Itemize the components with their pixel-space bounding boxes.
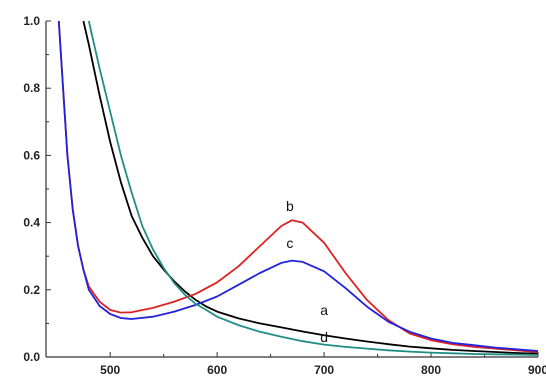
chart-annotations: b c ad [286, 198, 328, 345]
y-tick-label: 0.6 [23, 148, 40, 162]
y-tick-label: 0.0 [23, 350, 40, 364]
y-tick-label: 1.0 [23, 14, 40, 28]
curve-c [57, 20, 539, 352]
y-tick-label: 0.8 [23, 81, 40, 95]
curve-label-a: a [320, 302, 328, 318]
curve-label-b: b [286, 198, 294, 214]
y-tick-label: 0.2 [23, 283, 40, 297]
chart-axes: 0.0 0.2 0.4 0.6 0.8 1.0 500 600 700 800 900 [23, 14, 546, 377]
curve-label-d: d [320, 329, 328, 345]
curve-a [82, 20, 539, 355]
curve-label-c: c [286, 235, 293, 251]
x-tick-label: 800 [421, 363, 441, 377]
chart-curves [57, 20, 539, 356]
x-tick-label: 700 [314, 363, 334, 377]
y-tick-label: 0.4 [23, 216, 40, 230]
x-tick-label: 500 [100, 363, 120, 377]
curve-d [87, 20, 539, 356]
x-tick-label: 900 [528, 363, 546, 377]
x-tick-label: 600 [207, 363, 227, 377]
